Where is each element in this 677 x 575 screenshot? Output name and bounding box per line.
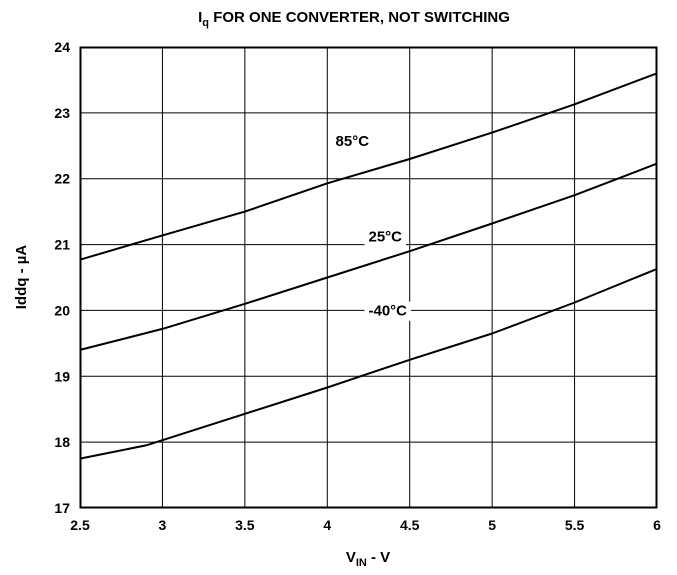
- series-label-1: 25°C: [369, 228, 403, 245]
- y-axis-label: Iddq - µA: [13, 245, 30, 310]
- series-label-bg-2: [364, 301, 412, 321]
- y-tick-label-1: 18: [54, 434, 70, 450]
- x-tick-label-0: 2.5: [70, 517, 90, 533]
- series-line-0: [79, 72, 658, 261]
- series-label-0: 85°C: [336, 133, 370, 150]
- x-tick-label-3: 4: [323, 517, 331, 533]
- series-label-bg-0: [331, 131, 374, 151]
- y-tick-label-5: 22: [54, 171, 70, 187]
- series-line-2: [79, 267, 658, 460]
- series-labels: 85°C 25°C -40°C: [331, 131, 412, 321]
- tick-labels: 2.5 3 3.5 4 4.5 5 5.5 6 17 18 19 20 21 22 23 24: [54, 39, 661, 533]
- x-tick-label-5: 5: [488, 517, 496, 533]
- plot-frame: [79, 46, 658, 509]
- x-axis-label: VIN - V: [346, 549, 390, 569]
- series-lines: [79, 72, 658, 460]
- x-tick-label-7: 6: [653, 517, 661, 533]
- chart-title: Iq FOR ONE CONVERTER, NOT SWITCHING: [198, 9, 510, 29]
- y-tick-label-4: 21: [54, 237, 70, 253]
- series-label-2: -40°C: [369, 303, 408, 320]
- y-tick-label-2: 19: [54, 368, 70, 384]
- series-label-bg-1: [364, 227, 407, 247]
- y-tick-label-7: 24: [54, 39, 70, 55]
- x-tick-label-4: 4.5: [400, 517, 420, 533]
- x-tick-label-1: 3: [159, 517, 167, 533]
- x-tick-label-2: 3.5: [235, 517, 255, 533]
- x-tick-label-6: 5.5: [565, 517, 585, 533]
- series-line-1: [79, 162, 658, 351]
- y-tick-label-3: 20: [54, 302, 70, 318]
- y-tick-label-6: 23: [54, 105, 70, 121]
- y-tick-label-0: 17: [54, 500, 70, 516]
